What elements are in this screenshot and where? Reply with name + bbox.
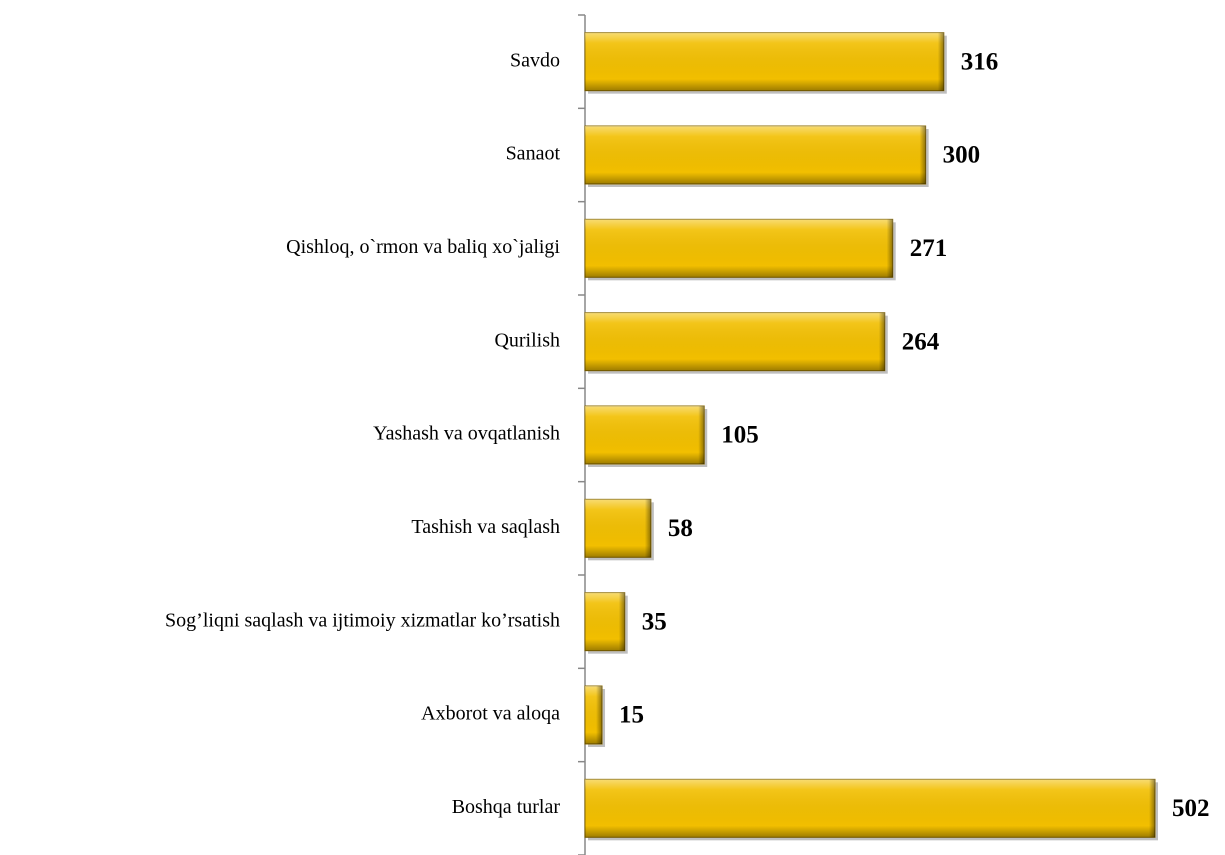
bar-bevel [585, 219, 893, 278]
bar-edge [618, 592, 625, 651]
bar-bevel [585, 312, 885, 371]
category-label: Axborot va aloqa [421, 703, 560, 725]
value-label: 58 [668, 515, 693, 542]
bar-edge [878, 312, 885, 371]
category-label: Yashash va ovqatlanish [373, 423, 560, 445]
category-label: Sog’liqni saqlash va ijtimoiy xizmatlar … [165, 609, 560, 631]
bar-bevel [585, 779, 1155, 838]
value-label: 105 [721, 422, 759, 449]
bar-edge [644, 499, 651, 558]
bar-edge [937, 32, 944, 91]
value-label: 35 [642, 608, 667, 635]
category-label: Sanaot [506, 143, 561, 165]
bar-bevel [585, 126, 926, 184]
bar-edge [596, 686, 603, 744]
value-label: 264 [902, 328, 940, 355]
category-label: Savdo [510, 49, 560, 71]
value-label: 300 [943, 142, 981, 169]
category-label: Qishloq, o`rmon va baliq xo`jaligi [286, 236, 560, 258]
bar-edge [1149, 779, 1155, 838]
value-label: 15 [619, 702, 644, 729]
category-label: Qurilish [494, 329, 560, 351]
bar-edge [698, 406, 705, 464]
bar-bevel [585, 32, 944, 91]
bar-edge [919, 126, 926, 184]
value-label: 316 [961, 48, 999, 75]
category-label: Boshqa turlar [452, 796, 561, 818]
category-label: Tashish va saqlash [411, 516, 560, 538]
bar-bevel [585, 592, 625, 651]
bar-bevel [585, 499, 651, 558]
value-label: 271 [910, 235, 948, 262]
bar-edge [886, 219, 893, 278]
bar-bevel [585, 406, 705, 464]
value-label: 502 [1172, 795, 1210, 822]
